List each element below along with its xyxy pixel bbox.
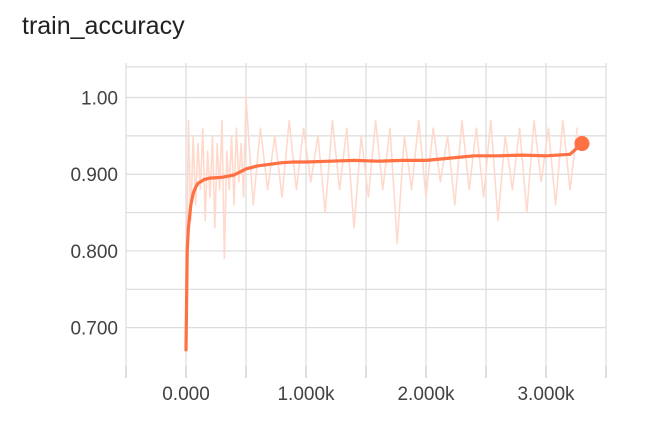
raw-line <box>185 96 579 344</box>
y-tick-label: 0.700 <box>70 319 118 340</box>
smoothed-line <box>184 141 584 352</box>
y-tick-label: 1.00 <box>81 89 118 110</box>
x-tick-label: 2.000k <box>397 384 455 405</box>
x-tick-label: 0.000 <box>162 384 210 405</box>
y-tick-label: 0.900 <box>70 165 118 186</box>
x-tick-label: 3.000k <box>517 384 575 405</box>
smoothed-series <box>184 136 590 352</box>
axes: 0.700 0.800 0.900 1.00 0.000 1.000k 2.000k 3.00… <box>70 89 607 405</box>
series-end-marker <box>574 136 590 152</box>
chart-title: train_accuracy <box>22 12 185 40</box>
x-tick-label: 1.000k <box>277 384 335 405</box>
y-tick-label: 0.800 <box>70 242 118 263</box>
grid-lines <box>125 63 607 366</box>
raw-series <box>185 96 579 344</box>
